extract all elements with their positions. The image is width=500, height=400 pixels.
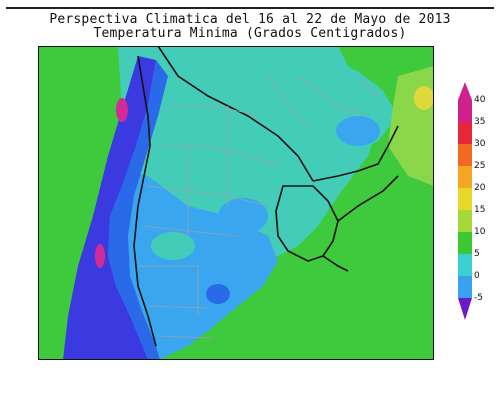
region-magenta-peak-2 [95, 244, 105, 268]
map-canvas [38, 46, 434, 360]
colorbar-swatch-0-5 [458, 254, 472, 276]
colorbar-tick-30: 30 [474, 139, 486, 149]
colorbar-tick-0: 0 [474, 271, 480, 281]
colorbar-top-arrow [458, 82, 472, 100]
map-title: Perspectiva Climatica del 16 al 22 de Ma… [49, 12, 451, 27]
province-borders [138, 75, 379, 339]
colorbar-swatch-5-10 [458, 232, 472, 254]
colorbar-tick-25: 25 [474, 161, 486, 171]
colorbar-swatch-30-35 [458, 122, 472, 144]
colorbar-swatch-35-40 [458, 100, 472, 122]
colorbar-tick-15: 15 [474, 205, 486, 215]
region-andes-dark-blue [63, 56, 156, 360]
region-light-blue-blob-2 [218, 198, 268, 234]
colorbar: 40 35 30 25 20 15 10 5 0 -5 [458, 82, 498, 332]
map-frame [38, 46, 434, 360]
colorbar-swatch-25-30 [458, 144, 472, 166]
region-atlantic-green [188, 246, 434, 360]
temperature-map [38, 46, 434, 360]
colorbar-swatch-20-25 [458, 166, 472, 188]
region-pacific-green [38, 46, 108, 360]
colorbar-swatches [458, 82, 472, 320]
colorbar-bottom-arrow [458, 298, 472, 320]
region-yellow-spot [414, 86, 434, 110]
map-subtitle: Temperatura Minima (Grados Centigrados) [93, 26, 407, 41]
region-light-blue-blob-1 [336, 116, 380, 146]
region-magenta-peak-1 [116, 98, 128, 122]
colorbar-tick-5: 5 [474, 249, 480, 259]
colorbar-swatch-15-20 [458, 188, 472, 210]
top-border-line [6, 7, 494, 9]
colorbar-tick-40: 40 [474, 95, 486, 105]
colorbar-swatch-minus5-0 [458, 276, 472, 298]
colorbar-tick-minus5: -5 [474, 293, 483, 303]
colorbar-swatch-10-15 [458, 210, 472, 232]
region-andes-blue [108, 60, 168, 360]
colorbar-tick-10: 10 [474, 227, 486, 237]
colorbar-tick-35: 35 [474, 117, 486, 127]
colorbar-tick-20: 20 [474, 183, 486, 193]
region-blue-core [206, 284, 230, 304]
region-light-blue-blob-3 [151, 232, 195, 260]
country-borders [133, 46, 399, 347]
